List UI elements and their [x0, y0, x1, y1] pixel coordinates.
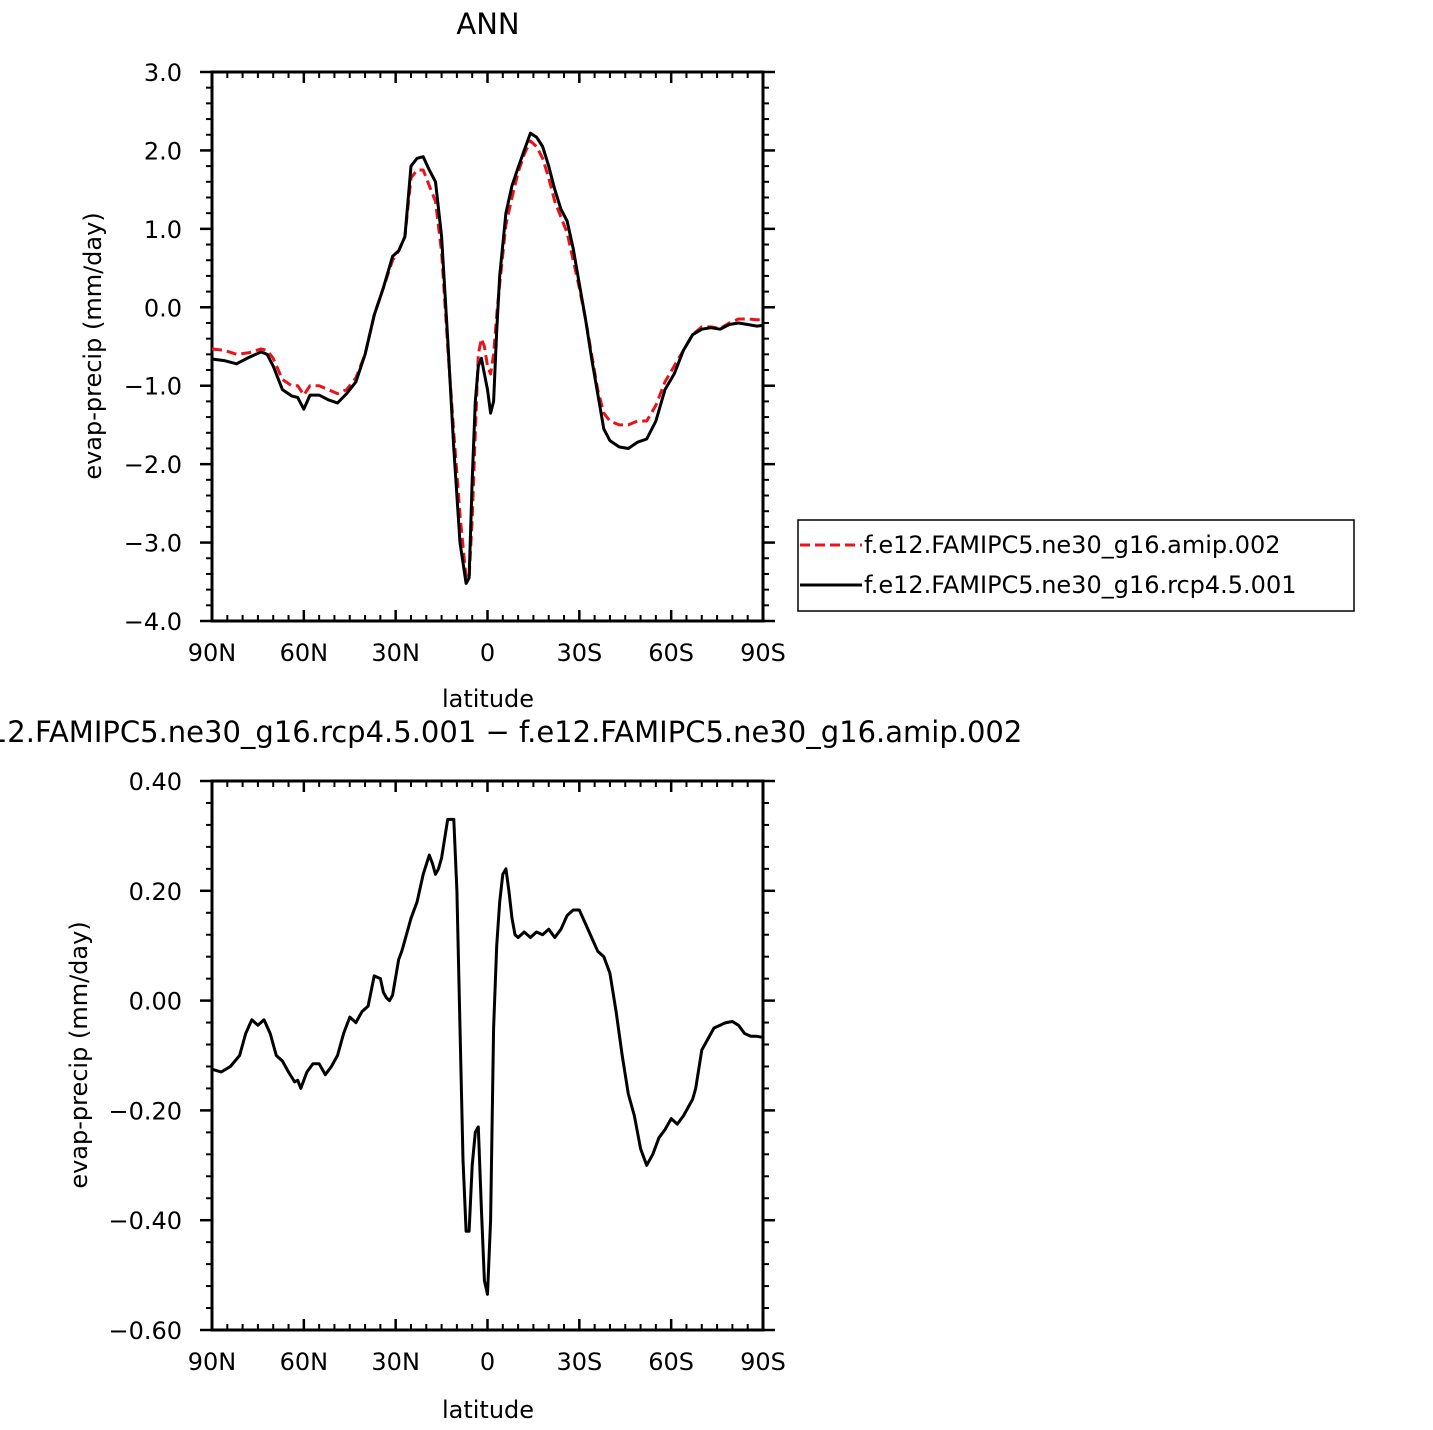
bottom-series-line-0 — [211, 817, 764, 1296]
bottom-x-tick-label: 90N — [188, 1348, 237, 1376]
top-x-tick-label: 60N — [280, 639, 329, 667]
top-series-line-1 — [211, 131, 764, 585]
bottom-y-axis-title: evap-precip (mm/day) — [65, 921, 93, 1188]
bottom-plot-lines — [211, 817, 764, 1296]
legend-label-rcp: f.e12.FAMIPC5.ne30_g16.rcp4.5.001 — [864, 571, 1297, 599]
bottom-y-tick-label: 0.40 — [129, 768, 182, 796]
bottom-y-tick-label: 0.00 — [129, 988, 182, 1016]
bottom-x-axis-title: latitude — [442, 1396, 534, 1424]
bottom-y-tick-label: −0.60 — [108, 1317, 182, 1345]
top-y-tick-label: −2.0 — [124, 451, 182, 479]
top-x-tick-label: 30S — [556, 639, 602, 667]
bottom-x-tick-label: 30S — [556, 1348, 602, 1376]
top-x-tick-label: 0 — [480, 639, 495, 667]
legend-box — [797, 519, 1355, 612]
bottom-x-tick-label: 0 — [480, 1348, 495, 1376]
bottom-x-tick-label: 60S — [648, 1348, 694, 1376]
top-y-tick-label: −1.0 — [124, 373, 182, 401]
bottom-plot-ticks: 90N 60N 30N 0 30S 60S 90S 0.40 0.20 0.00 −0.20 −0.4… — [108, 768, 785, 1376]
bottom-y-tick-label: −0.20 — [108, 1097, 182, 1125]
top-y-tick-label: −3.0 — [124, 530, 182, 558]
bottom-x-tick-label: 30N — [371, 1348, 420, 1376]
bottom-y-tick-label: −0.40 — [108, 1207, 182, 1235]
top-y-axis-title: evap-precip (mm/day) — [79, 212, 107, 479]
bottom-panel: f.e12.FAMIPC5.ne30_g16.rcp4.5.001 − f.e1… — [0, 715, 1022, 1424]
top-plot-lines — [211, 131, 764, 585]
top-y-tick-label: −4.0 — [124, 608, 182, 636]
bottom-plot-frame — [210, 779, 765, 1332]
top-plot-title: ANN — [456, 7, 519, 41]
top-y-tick-label: 0.0 — [144, 294, 182, 322]
bottom-x-tick-label: 90S — [740, 1348, 786, 1376]
top-y-tick-label: 2.0 — [144, 137, 182, 165]
legend: f.e12.FAMIPC5.ne30_g16.amip.002 f.e12.FA… — [797, 519, 1355, 612]
legend-label-amip: f.e12.FAMIPC5.ne30_g16.amip.002 — [864, 531, 1281, 559]
top-series-line-0 — [211, 139, 763, 580]
top-panel: ANN 90N 60N 30N 0 30S 60S 90S 3.0 2.0 1.0 0.0 −1.0 −… — [79, 7, 786, 713]
bottom-x-tick-label: 60N — [280, 1348, 329, 1376]
top-x-tick-label: 30N — [371, 639, 420, 667]
top-plot-ticks: 90N 60N 30N 0 30S 60S 90S 3.0 2.0 1.0 0.0 −1.0 −2.0 −… — [124, 59, 786, 667]
top-x-tick-label: 90S — [740, 639, 786, 667]
top-x-tick-label: 60S — [648, 639, 694, 667]
top-plot-frame — [210, 70, 765, 623]
bottom-plot-title: f.e12.FAMIPC5.ne30_g16.rcp4.5.001 − f.e1… — [0, 715, 1022, 749]
top-x-tick-label: 90N — [188, 639, 237, 667]
top-y-tick-label: 1.0 — [144, 216, 182, 244]
top-x-axis-title: latitude — [442, 685, 534, 713]
bottom-y-tick-label: 0.20 — [129, 878, 182, 906]
top-y-tick-label: 3.0 — [144, 59, 182, 87]
